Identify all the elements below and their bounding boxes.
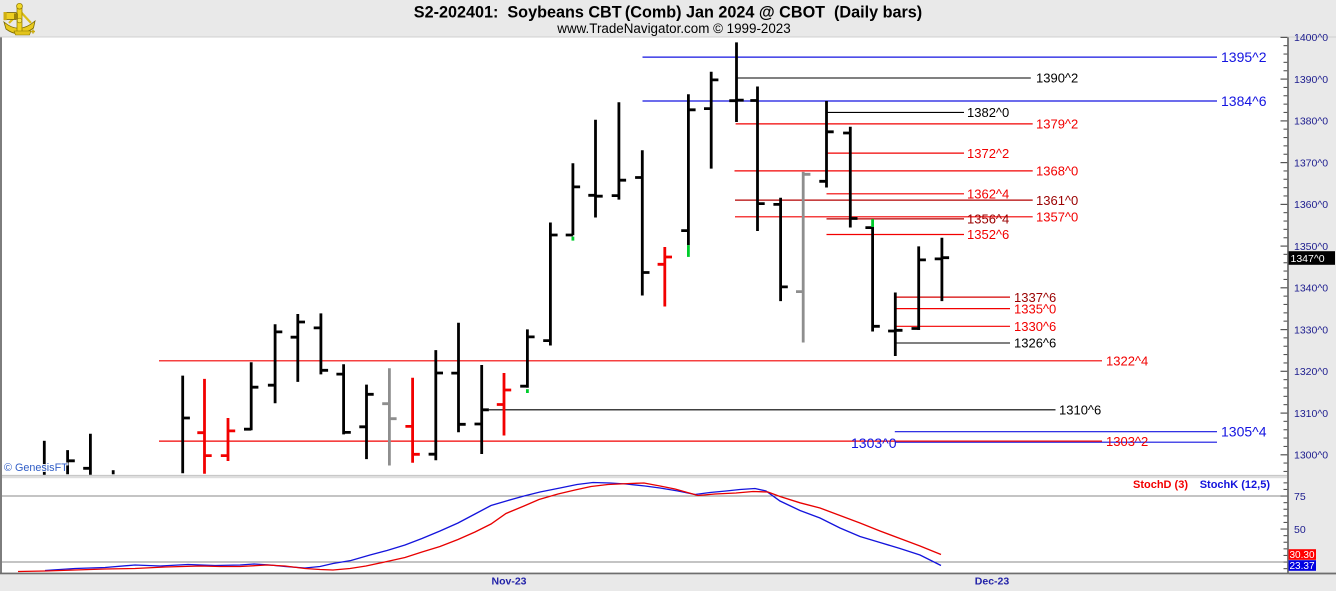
svg-text:1322^4: 1322^4 [1106,353,1148,368]
svg-text:1370^0: 1370^0 [1294,157,1328,169]
svg-text:1368^0: 1368^0 [1036,164,1078,179]
svg-text:1360^0: 1360^0 [1294,199,1328,211]
svg-text:1303^2: 1303^2 [1106,434,1148,449]
svg-text:1379^2: 1379^2 [1036,117,1078,132]
svg-text:© GenesisFT: © GenesisFT [4,462,68,474]
svg-text:Nov-23: Nov-23 [491,576,526,588]
svg-text:1384^6: 1384^6 [1221,93,1267,109]
svg-text:1400^0: 1400^0 [1294,32,1328,44]
svg-text:1335^0: 1335^0 [1014,301,1056,316]
svg-text:1362^4: 1362^4 [967,186,1009,201]
svg-text:1310^0: 1310^0 [1294,408,1328,420]
svg-text:1326^6: 1326^6 [1014,336,1056,351]
svg-text:StochK (12,5): StochK (12,5) [1200,479,1271,491]
svg-text:1320^0: 1320^0 [1294,366,1328,378]
svg-text:1350^0: 1350^0 [1294,241,1328,253]
svg-text:1382^0: 1382^0 [967,105,1009,120]
svg-text:1300^0: 1300^0 [1294,450,1328,462]
svg-text:1303^0: 1303^0 [851,435,897,451]
svg-text:www.TradeNavigator.com © 1999-: www.TradeNavigator.com © 1999-2023 [556,21,790,36]
svg-text:30.30: 30.30 [1290,550,1315,561]
svg-text:Dec-23: Dec-23 [975,576,1010,588]
svg-text:StochD (3): StochD (3) [1133,479,1188,491]
svg-text:1352^6: 1352^6 [967,227,1009,242]
svg-text:1390^2: 1390^2 [1036,71,1078,86]
svg-text:1305^4: 1305^4 [1221,424,1267,440]
svg-text:75: 75 [1294,491,1306,503]
svg-text:1347^0: 1347^0 [1291,253,1325,265]
svg-text:1395^2: 1395^2 [1221,49,1267,65]
svg-text:23.37: 23.37 [1290,561,1315,572]
svg-text:50: 50 [1294,524,1306,536]
svg-text:1310^6: 1310^6 [1059,402,1101,417]
svg-text:1357^0: 1357^0 [1036,209,1078,224]
svg-text:1361^0: 1361^0 [1036,193,1078,208]
svg-text:1356^4: 1356^4 [967,212,1009,227]
svg-text:1330^0: 1330^0 [1294,324,1328,336]
svg-text:1340^0: 1340^0 [1294,283,1328,295]
svg-text:1372^2: 1372^2 [967,146,1009,161]
svg-text:1390^0: 1390^0 [1294,74,1328,86]
svg-text:1380^0: 1380^0 [1294,116,1328,128]
svg-text:S2-202401: Soybeans CBT (Comb: S2-202401: Soybeans CBT (Comb) Jan 2024 … [414,4,922,22]
svg-text:1337^6: 1337^6 [1014,290,1056,305]
svg-text:1330^6: 1330^6 [1014,319,1056,334]
